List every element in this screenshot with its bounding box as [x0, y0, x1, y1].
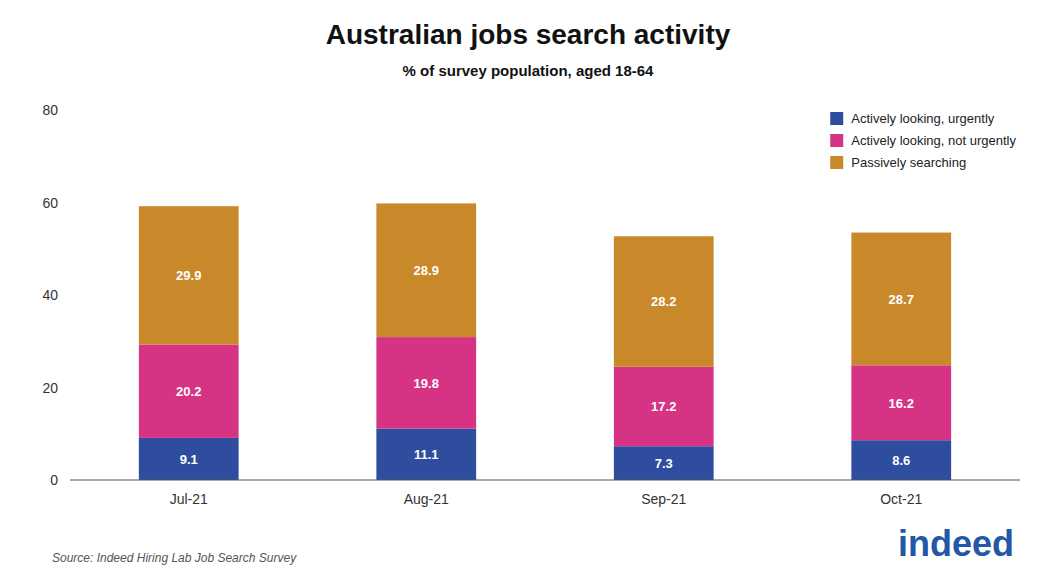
data-label: 17.2 [651, 399, 676, 414]
bar-segment [376, 429, 476, 480]
brand-text: indeed [898, 523, 1014, 564]
bar-segment [139, 344, 239, 437]
legend-swatch [830, 134, 843, 147]
data-label: 28.9 [414, 263, 439, 278]
data-label: 28.2 [651, 294, 676, 309]
source-note: Source: Indeed Hiring Lab Job Search Sur… [52, 551, 297, 565]
bar-segment [614, 236, 714, 366]
x-axis-line [70, 480, 1020, 481]
subtitle: % of survey population, aged 18-64 [403, 62, 655, 79]
data-label: 29.9 [176, 268, 201, 283]
title: Australian jobs search activity [326, 19, 731, 50]
legend-label: Passively searching [851, 155, 966, 170]
bar-segment [614, 446, 714, 480]
bar-segment [376, 337, 476, 429]
data-label: 11.1 [414, 447, 439, 462]
legend-swatch [830, 112, 843, 125]
legend-swatch [830, 156, 843, 169]
legend-label: Actively looking, not urgently [851, 133, 1016, 148]
y-tick-label: 40 [42, 287, 58, 303]
data-label: 20.2 [176, 384, 201, 399]
y-tick-label: 20 [42, 380, 58, 396]
bars [139, 203, 951, 480]
bar-segment [851, 440, 951, 480]
bar-segment [139, 438, 239, 480]
y-tick-label: 80 [42, 102, 58, 118]
x-tick-label: Oct-21 [880, 491, 922, 507]
data-label: 9.1 [180, 452, 198, 467]
data-label: 7.3 [655, 456, 673, 471]
data-label: 8.6 [892, 453, 910, 468]
bar-segment [376, 203, 476, 337]
legend-label: Actively looking, urgently [851, 111, 995, 126]
bar-segment [614, 367, 714, 447]
bar-segment [851, 233, 951, 366]
data-label: 28.7 [889, 292, 914, 307]
bar-segment [851, 365, 951, 440]
chart: Australian jobs search activity % of surv… [0, 0, 1056, 576]
data-label: 16.2 [889, 396, 914, 411]
x-tick-label: Jul-21 [170, 491, 208, 507]
legend: Actively looking, urgently Actively looki… [830, 111, 1016, 170]
data-labels: 9.1 11.1 7.3 8.6 20.2 19.8 17.2 16.2 29.9 28.9 28.… [176, 263, 914, 471]
y-tick-label: 0 [50, 472, 58, 488]
x-tick-label: Aug-21 [404, 491, 449, 507]
bar-segment [139, 206, 239, 344]
x-tick-label: Sep-21 [641, 491, 686, 507]
y-tick-label: 60 [42, 195, 58, 211]
data-label: 19.8 [414, 376, 439, 391]
